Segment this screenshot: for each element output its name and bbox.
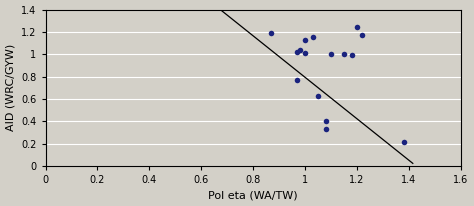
Point: [322, 119, 329, 123]
X-axis label: Pol eta (WA/TW): Pol eta (WA/TW): [209, 190, 298, 200]
Point: [309, 36, 317, 39]
Point: [296, 48, 304, 51]
Point: [327, 53, 335, 56]
Point: [358, 34, 366, 37]
Point: [293, 50, 301, 54]
Point: [353, 26, 361, 29]
Point: [293, 78, 301, 82]
Point: [301, 52, 309, 55]
Point: [340, 53, 348, 56]
Point: [322, 127, 329, 131]
Point: [348, 54, 356, 57]
Point: [301, 38, 309, 41]
Y-axis label: AID (WRC/GYW): AID (WRC/GYW): [6, 44, 16, 131]
Point: [400, 141, 408, 144]
Point: [267, 31, 275, 35]
Point: [314, 94, 322, 97]
